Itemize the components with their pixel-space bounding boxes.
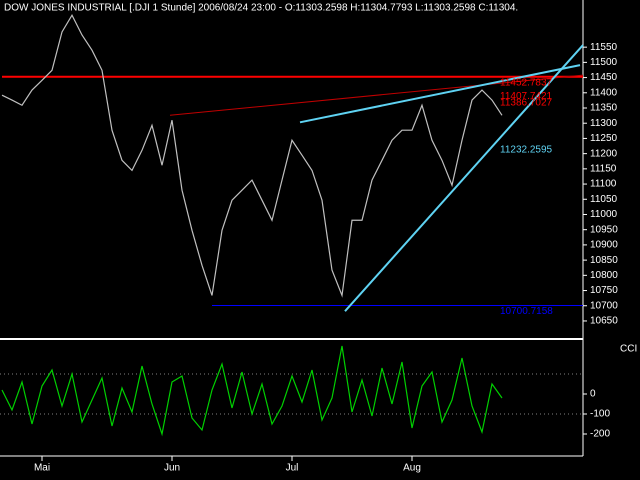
y-tick-label: 11400 (590, 87, 618, 98)
x-tick-label: Jul (286, 463, 299, 474)
y-tick-label: 10800 (590, 270, 618, 281)
price-label: 10700.7158 (500, 306, 553, 317)
y-tick-label: 0 (590, 389, 596, 400)
y-tick-label: 10900 (590, 240, 618, 251)
trendline (344, 44, 584, 312)
y-tick-label: 11300 (590, 118, 618, 129)
price-label: 11452.7837 (500, 77, 553, 88)
y-tick-label: 10650 (590, 316, 618, 327)
panel-label: CCI (620, 344, 637, 355)
price-label: 11407.7421 (500, 91, 553, 102)
price-label: 11386.7027 (500, 97, 553, 108)
x-tick-label: Jun (164, 463, 180, 474)
y-tick-label: 11200 (590, 148, 618, 159)
y-tick-label: 11350 (590, 103, 618, 114)
chart-title: DOW JONES INDUSTRIAL [.DJI 1 Stunde] 200… (4, 3, 518, 14)
y-tick-label: 11050 (590, 194, 618, 205)
y-tick-label: 10700 (590, 300, 618, 311)
y-tick-label: 11500 (590, 57, 618, 68)
y-tick-label: 10750 (590, 285, 618, 296)
trendline (299, 64, 581, 124)
y-tick-label: -200 (590, 429, 610, 440)
cci-line (1, 345, 503, 437)
price-label: 11232.2595 (500, 144, 553, 155)
x-tick-label: Aug (403, 463, 421, 474)
trendline (169, 74, 584, 116)
y-tick-label: 10850 (590, 255, 618, 266)
y-tick-label: 10950 (590, 224, 618, 235)
y-tick-label: 11550 (590, 42, 618, 53)
y-tick-label: 11100 (590, 179, 617, 190)
y-tick-label: 11450 (590, 72, 618, 83)
x-tick-label: Mai (34, 463, 50, 474)
price-line (1, 13, 503, 298)
y-tick-label: 11150 (590, 163, 617, 174)
y-tick-label: 11250 (590, 133, 618, 144)
y-tick-label: -100 (590, 409, 610, 420)
y-tick-label: 11000 (590, 209, 618, 220)
